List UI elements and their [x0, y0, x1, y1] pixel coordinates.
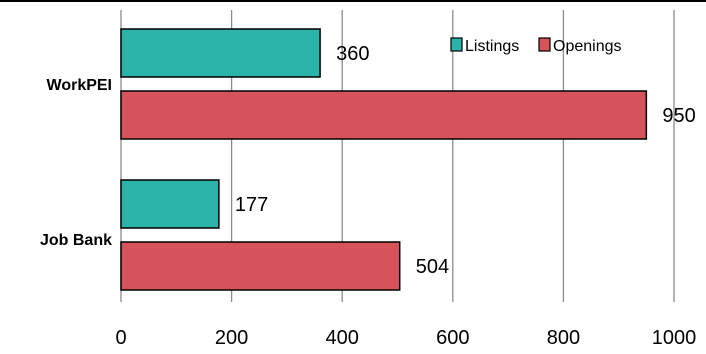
- data-labels: 360 950 177 504: [235, 43, 696, 278]
- bar-openings: [120, 241, 401, 291]
- x-tick-label: 600: [436, 327, 469, 349]
- x-tick-label: 1000: [652, 327, 697, 349]
- legend: Listings Openings: [450, 37, 622, 55]
- category-label: WorkPEI: [47, 77, 113, 94]
- data-label: 504: [416, 256, 449, 278]
- category-labels: WorkPEI Job Bank: [40, 77, 112, 249]
- x-tick-label: 400: [326, 327, 359, 349]
- bars: [120, 28, 648, 291]
- x-tick-label: 800: [547, 327, 580, 349]
- bar-listings: [120, 179, 220, 229]
- bar-openings: [120, 90, 648, 140]
- legend-label: Listings: [465, 38, 519, 55]
- legend-swatch: [450, 37, 463, 52]
- data-label: 360: [336, 43, 369, 65]
- bar-listings: [120, 28, 321, 78]
- data-label: 950: [662, 105, 695, 127]
- x-tick-label: 0: [115, 327, 126, 349]
- x-tick-labels: 0 200 400 600 800 1000: [115, 327, 696, 349]
- data-label: 177: [235, 194, 268, 216]
- x-tick-label: 200: [215, 327, 248, 349]
- legend-label: Openings: [553, 38, 622, 55]
- legend-swatch: [538, 37, 551, 52]
- category-label: Job Bank: [40, 232, 112, 249]
